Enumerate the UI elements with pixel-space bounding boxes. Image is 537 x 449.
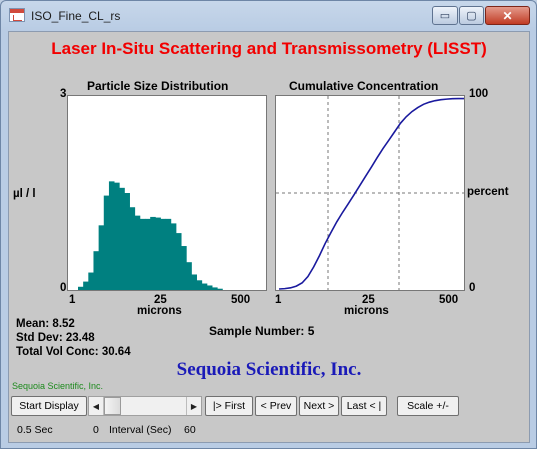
sample-number: Sample Number: 5 — [209, 324, 315, 338]
cumulative-x-tick-1: 1 — [275, 294, 282, 306]
psd-plot-area — [67, 95, 267, 291]
speed-label: 0.5 Sec — [17, 424, 53, 436]
headline: Laser In-Situ Scattering and Transmissom… — [51, 39, 487, 58]
cumulative-chart-title: Cumulative Concentration — [289, 79, 439, 93]
psd-bar-15 — [155, 217, 161, 290]
interval-max: 60 — [184, 424, 196, 436]
last-button[interactable]: Last < | — [341, 396, 387, 416]
psd-bar-10 — [129, 207, 136, 290]
psd-y-tick-top: 3 — [60, 88, 67, 100]
psd-bar-23 — [196, 280, 203, 290]
psd-x-axis-label: microns — [137, 305, 182, 317]
cumulative-x-tick-500: 500 — [439, 294, 459, 306]
scroll-left-icon[interactable]: ◀ — [89, 397, 104, 415]
total-vol-conc-value: Total Vol Conc: 30.64 — [16, 346, 131, 358]
scale-button[interactable]: Scale +/- — [397, 396, 459, 416]
psd-bar-20 — [181, 246, 187, 290]
psd-x-tick-1: 1 — [69, 294, 76, 306]
psd-x-tick-500: 500 — [231, 294, 251, 306]
psd-x-tick-25: 25 — [154, 294, 167, 306]
psd-bar-16 — [160, 218, 167, 290]
psd-bar-21 — [186, 262, 192, 290]
cumulative-x-tick-25: 25 — [362, 294, 375, 306]
psd-bar-8 — [119, 187, 125, 290]
psd-bar-6 — [108, 181, 115, 290]
maximize-button[interactable]: ▢ — [459, 6, 484, 25]
psd-bar-11 — [134, 215, 141, 290]
psd-bar-14 — [150, 216, 156, 290]
psd-bar-9 — [124, 193, 130, 290]
psd-bar-27 — [217, 288, 223, 290]
scroll-right-icon[interactable]: ▶ — [186, 397, 201, 415]
psd-bar-24 — [201, 283, 208, 290]
std-dev-value: Std Dev: 23.48 — [16, 332, 95, 344]
app-icon[interactable] — [9, 8, 25, 22]
cumulative-y-tick-top: 100 — [469, 88, 489, 100]
psd-y-axis-label: µl / l — [13, 188, 36, 200]
cumulative-x-axis-label: microns — [344, 305, 389, 317]
start-display-button[interactable]: Start Display — [11, 396, 87, 416]
scroll-thumb[interactable] — [104, 397, 121, 415]
playback-toolbar: Start Display ◀ ▶ |> First < Prev Next >… — [9, 393, 529, 419]
psd-bar-1 — [83, 281, 89, 290]
mean-value: Mean: 8.52 — [16, 318, 75, 330]
company-name: Sequoia Scientific, Inc. — [176, 359, 362, 380]
psd-bar-4 — [98, 225, 105, 290]
cumulative-series-line — [278, 97, 464, 290]
psd-bar-5 — [103, 195, 110, 290]
psd-bar-13 — [145, 218, 151, 290]
main-panel: Laser In-Situ Scattering and Transmissom… — [8, 31, 530, 443]
psd-bar-25 — [206, 285, 213, 290]
psd-bar-19 — [175, 233, 182, 290]
window-title: ISO_Fine_CL_rs — [31, 9, 121, 23]
psd-chart-svg — [78, 181, 223, 290]
psd-bar-18 — [170, 223, 177, 290]
title-bar[interactable]: ISO_Fine_CL_rs ▭ ▢ ✕ — [1, 1, 536, 31]
psd-bar-0 — [78, 286, 84, 290]
interval-label: Interval (Sec) — [109, 424, 172, 436]
psd-bar-7 — [114, 182, 120, 290]
cumulative-plot-area — [275, 95, 465, 291]
company-name-small: Sequoia Scientific, Inc. — [12, 381, 104, 391]
close-button[interactable]: ✕ — [485, 6, 530, 25]
psd-bar-3 — [93, 251, 100, 290]
psd-y-tick-bottom: 0 — [60, 282, 67, 294]
interval-value: 0 — [93, 424, 99, 436]
psd-chart-title: Particle Size Distribution — [87, 79, 229, 93]
prev-button[interactable]: < Prev — [255, 396, 297, 416]
next-button[interactable]: Next > — [299, 396, 339, 416]
minimize-button[interactable]: ▭ — [432, 6, 458, 25]
cumulative-chart-svg — [276, 96, 464, 290]
psd-bar-2 — [88, 272, 94, 290]
first-button[interactable]: |> First — [205, 396, 253, 416]
sample-scrollbar[interactable]: ◀ ▶ — [88, 396, 202, 416]
cumulative-y-tick-bottom: 0 — [469, 282, 476, 294]
psd-bar-26 — [212, 287, 218, 290]
psd-bar-17 — [165, 218, 172, 290]
psd-bar-12 — [139, 218, 146, 290]
psd-bar-22 — [191, 274, 197, 290]
cumulative-y-axis-label: percent — [467, 186, 509, 198]
